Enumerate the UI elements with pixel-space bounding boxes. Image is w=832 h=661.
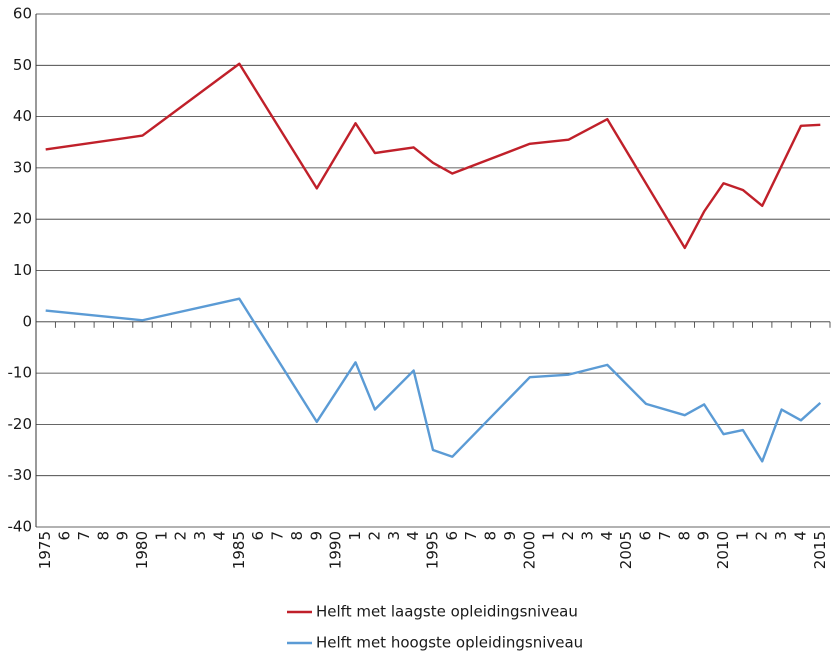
x-tick-label: 8 [94, 531, 112, 541]
legend-label: Helft met laagste opleidingsniveau [316, 603, 578, 621]
y-tick-label: 60 [13, 5, 32, 23]
x-tick-label: 2010 [714, 531, 732, 569]
x-tick-label: 4 [791, 531, 809, 541]
x-tick-label: 7 [462, 531, 480, 541]
x-tick-label: 2 [172, 531, 190, 541]
x-tick-label: 7 [269, 531, 287, 541]
x-tick-label: 8 [675, 531, 693, 541]
y-tick-label: 0 [22, 312, 32, 330]
x-tick-label: 1980 [133, 531, 151, 569]
x-tick-label: 3 [385, 531, 403, 541]
x-tick-label: 2015 [811, 531, 829, 569]
x-tick-label: 7 [656, 531, 674, 541]
x-tick-label: 1 [152, 531, 170, 541]
x-tick-label: 9 [307, 531, 325, 541]
x-tick-label: 2 [753, 531, 771, 541]
x-tick-label: 6 [249, 531, 267, 541]
y-tick-label: 50 [13, 56, 32, 74]
x-tick-label: 3 [191, 531, 209, 541]
x-tick-label: 8 [482, 531, 500, 541]
y-tick-label: 20 [13, 210, 32, 228]
x-tick-label: 2 [559, 531, 577, 541]
x-tick-label: 6 [443, 531, 461, 541]
x-tick-label: 1 [346, 531, 364, 541]
x-tick-label: 1995 [424, 531, 442, 569]
x-tick-label: 1 [540, 531, 558, 541]
x-tick-label: 2005 [617, 531, 635, 569]
x-tick-label: 4 [210, 531, 228, 541]
x-tick-label: 1990 [327, 531, 345, 569]
y-tick-label: -40 [8, 518, 33, 536]
y-tick-label: -30 [8, 466, 33, 484]
x-tick-label: 7 [75, 531, 93, 541]
x-tick-label: 4 [404, 531, 422, 541]
series-line [45, 297, 822, 463]
x-tick-label: 2000 [520, 531, 538, 569]
x-tick-label: 4 [598, 531, 616, 541]
x-tick-label: 6 [637, 531, 655, 541]
y-tick-label: 30 [13, 158, 32, 176]
y-tick-label: -10 [8, 364, 33, 382]
x-tick-label: 9 [501, 531, 519, 541]
series-line [45, 62, 821, 250]
x-tick-label: 1985 [230, 531, 248, 569]
x-tick-label: 2 [365, 531, 383, 541]
y-tick-label: 10 [13, 261, 32, 279]
y-tick-label: 40 [13, 107, 32, 125]
x-tick-label: 9 [114, 531, 132, 541]
x-tick-label: 1 [733, 531, 751, 541]
x-tick-label: 3 [772, 531, 790, 541]
x-tick-label: 8 [288, 531, 306, 541]
legend-label: Helft met hoogste opleidingsniveau [316, 634, 583, 652]
x-tick-label: 1975 [36, 531, 54, 569]
x-tick-label: 3 [578, 531, 596, 541]
x-tick-label: 9 [695, 531, 713, 541]
y-tick-label: -20 [8, 415, 33, 433]
x-tick-label: 6 [56, 531, 74, 541]
